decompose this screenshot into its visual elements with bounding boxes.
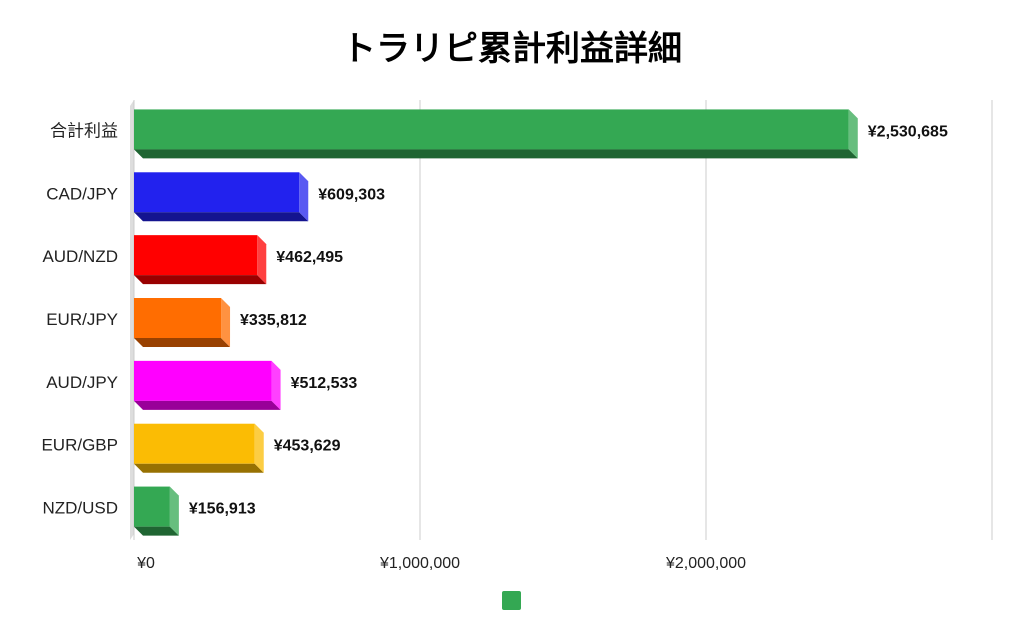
- category-label: AUD/NZD: [42, 247, 118, 266]
- bar-front: [134, 172, 300, 213]
- bar: [134, 360, 281, 410]
- bar-end: [169, 486, 179, 536]
- bar-bottom: [134, 212, 309, 222]
- bar-end: [299, 172, 309, 222]
- x-tick-label: ¥0: [136, 555, 155, 572]
- x-axis-ticks: ¥0 ¥1,000,000 ¥2,000,000: [136, 555, 746, 572]
- bar: [134, 423, 264, 473]
- category-label: 合計利益: [50, 121, 118, 140]
- category-label: NZD/USD: [42, 499, 118, 518]
- bar-bottom: [134, 338, 231, 347]
- bar-front: [134, 360, 272, 401]
- bar-front: [134, 298, 222, 338]
- data-label: ¥512,533: [291, 375, 358, 392]
- data-label: ¥2,530,685: [868, 123, 948, 140]
- bar-end: [848, 109, 858, 159]
- category-label: EUR/GBP: [41, 436, 118, 455]
- bar-front: [134, 235, 258, 276]
- legend-swatch: [502, 591, 521, 610]
- bar-front: [134, 109, 849, 150]
- bar: [134, 109, 858, 159]
- bar: [134, 235, 267, 285]
- data-label: ¥156,913: [189, 501, 256, 518]
- data-label: ¥462,495: [276, 249, 343, 266]
- x-tick-label: ¥2,000,000: [665, 555, 746, 572]
- bar: [134, 172, 309, 222]
- data-label: ¥609,303: [318, 186, 385, 203]
- bars: [134, 109, 858, 536]
- bar: [134, 298, 231, 347]
- bar-end: [257, 235, 267, 285]
- x-tick-label: ¥1,000,000: [379, 555, 460, 572]
- data-label: ¥453,629: [274, 438, 341, 455]
- bar-end: [254, 423, 264, 473]
- bar-bottom: [134, 275, 267, 285]
- bar-end: [221, 298, 231, 347]
- bar-front: [134, 486, 170, 527]
- chart-title: トラリピ累計利益詳細: [342, 29, 682, 69]
- data-label: ¥335,812: [240, 312, 307, 329]
- bar-bottom: [134, 149, 858, 159]
- bar-bottom: [134, 400, 281, 410]
- bar: [134, 486, 179, 536]
- category-labels: ¥2,530,685 合計利益 ¥609,303 CAD/JPY ¥462,495 AUD…: [41, 121, 947, 517]
- bar-bottom: [134, 526, 179, 536]
- category-label: EUR/JPY: [46, 310, 118, 329]
- legend: [502, 591, 521, 610]
- axis-wall: [130, 100, 134, 540]
- category-label: AUD/JPY: [46, 373, 118, 392]
- category-label: CAD/JPY: [46, 184, 118, 203]
- bar-end: [271, 360, 281, 410]
- bar-bottom: [134, 463, 264, 473]
- bar-front: [134, 423, 255, 464]
